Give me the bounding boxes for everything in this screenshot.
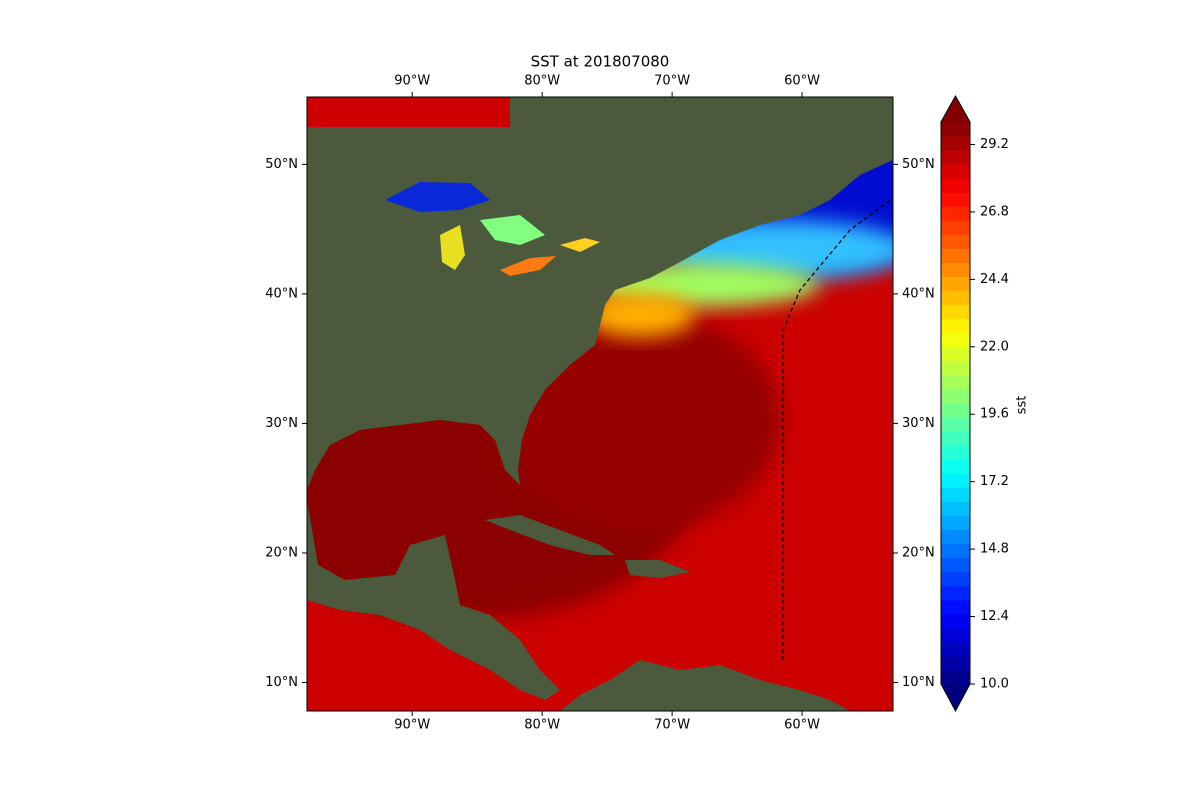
lake (500, 256, 556, 276)
colorbar-band (941, 234, 970, 249)
land (307, 500, 560, 700)
colorbar-tick-label: 12.4 (980, 609, 1009, 624)
colorbar-band (941, 529, 970, 544)
y-tick-label: 50°N (902, 157, 935, 172)
colorbar-band (941, 388, 970, 404)
colorbar-tick-label: 17.2 (980, 474, 1009, 489)
colorbar-band (941, 178, 970, 193)
colorbar-band (941, 220, 970, 235)
colorbar-band (941, 122, 970, 137)
colorbar-band (941, 641, 970, 657)
colorbar-band (941, 557, 970, 573)
land (485, 515, 615, 555)
colorbar-band (941, 136, 970, 151)
colorbar-band (941, 487, 970, 502)
y-tick-label: 30°N (902, 416, 935, 431)
colorbar-tick-label: 26.8 (980, 204, 1009, 219)
y-tick-label: 20°N (902, 545, 935, 560)
map-frame (306, 96, 894, 712)
colorbar-band (941, 290, 970, 306)
colorbar-band (941, 403, 970, 418)
colorbar-band (941, 613, 970, 629)
x-tick-label: 70°W (654, 74, 690, 89)
colorbar-band (941, 585, 970, 601)
lake (560, 238, 600, 252)
lake (385, 182, 490, 212)
colorbar-band (941, 206, 970, 221)
land (560, 660, 850, 711)
lake (440, 225, 465, 270)
colorbar-label: sst (1015, 396, 1030, 415)
y-tick-label: 20°N (265, 545, 298, 560)
colorbar-band (941, 318, 970, 334)
y-tick-label: 10°N (902, 675, 935, 690)
colorbar-tick-label: 14.8 (980, 542, 1009, 557)
colorbar-band (941, 150, 970, 165)
colorbar-tick-label: 24.4 (980, 272, 1009, 287)
colorbar-band (941, 304, 970, 320)
colorbar-band (941, 445, 970, 460)
colorbar-band (941, 262, 970, 278)
colorbar-band (941, 459, 970, 474)
colorbar-band (941, 276, 970, 292)
colorbar-frame (940, 94, 971, 713)
colorbar-band (941, 627, 970, 643)
colorbar-band (941, 431, 970, 446)
colorbar-tick-label: 22.0 (980, 339, 1009, 354)
cool-water (585, 293, 695, 337)
x-tick-label: 90°W (394, 718, 430, 733)
x-tick-label: 60°W (784, 74, 820, 89)
colorbar-band (941, 332, 970, 348)
colorbar-band (941, 473, 970, 488)
map (307, 97, 893, 711)
y-tick-label: 40°N (902, 286, 935, 301)
colorbar-tick-label: 19.6 (980, 407, 1009, 422)
x-tick-label: 80°W (524, 74, 560, 89)
land (625, 560, 690, 578)
y-tick-label: 40°N (265, 286, 298, 301)
colorbar-band (941, 248, 970, 263)
colorbar-band (941, 655, 970, 671)
lake (480, 215, 545, 245)
colorbar-band (941, 417, 970, 432)
colorbar-tick-label: 10.0 (980, 677, 1009, 692)
colorbar-band (941, 599, 970, 615)
colorbar-band (941, 515, 970, 530)
x-tick-label: 90°W (394, 74, 430, 89)
x-tick-label: 70°W (654, 718, 690, 733)
colorbar-band (941, 360, 970, 376)
x-tick-label: 60°W (784, 718, 820, 733)
colorbar-extend (941, 96, 970, 122)
y-tick-label: 30°N (265, 416, 298, 431)
colorbar-band (941, 164, 970, 179)
y-tick-label: 10°N (265, 675, 298, 690)
y-tick-label: 50°N (265, 157, 298, 172)
colorbar-band (941, 571, 970, 587)
colorbar-band (941, 346, 970, 362)
track-line (782, 197, 893, 660)
colorbar-band (941, 192, 970, 207)
colorbar-band (941, 669, 970, 685)
colorbar-band (941, 501, 970, 516)
colorbar-band (941, 543, 970, 559)
colorbar-extend (941, 684, 970, 711)
colorbar-tick-label: 29.2 (980, 137, 1009, 152)
colorbar-band (941, 374, 970, 390)
x-tick-label: 80°W (524, 718, 560, 733)
title: SST at 201807080 (531, 53, 670, 71)
